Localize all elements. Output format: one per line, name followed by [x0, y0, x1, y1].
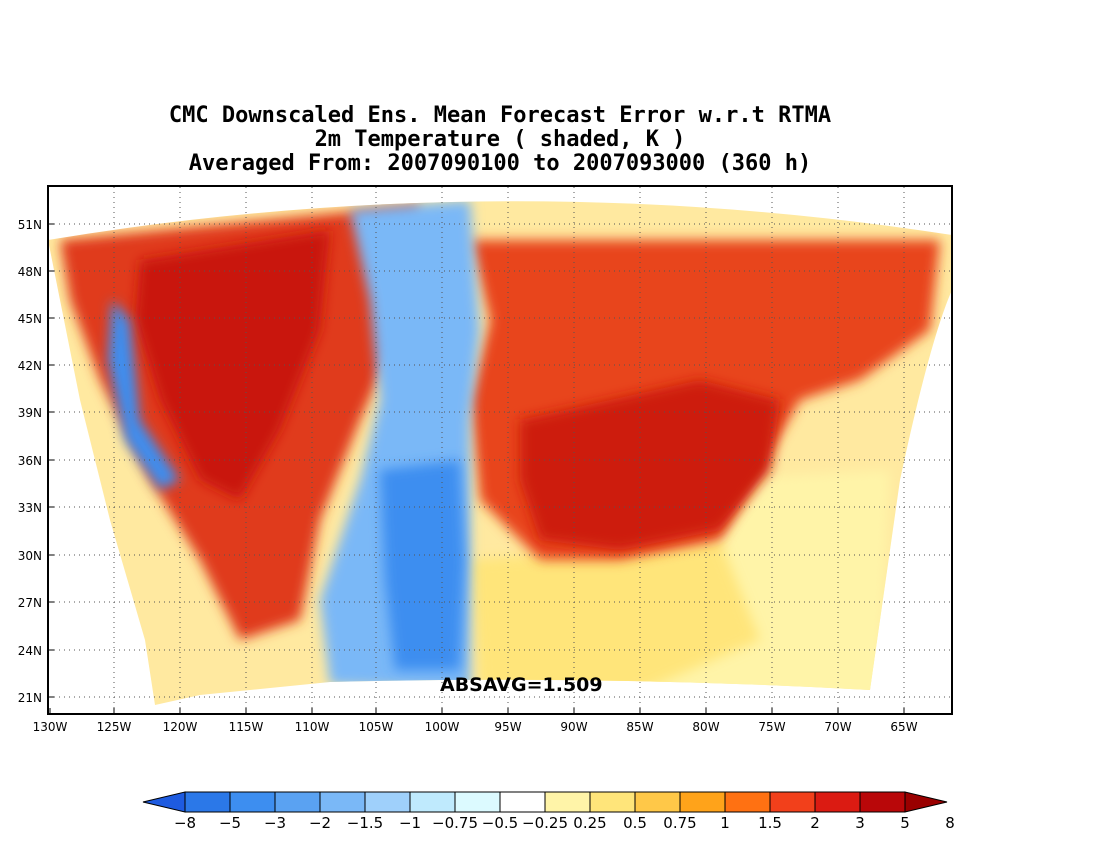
- colorbar-swatch: [544, 791, 591, 813]
- colorbar-label: −0.25: [522, 814, 568, 832]
- colorbar-swatch: [274, 791, 321, 813]
- colorbar-swatch: [454, 791, 501, 813]
- colorbar-swatch-min: [142, 791, 186, 813]
- lat-tick-label: 51N: [18, 218, 42, 232]
- lon-tick-label: 95W: [494, 720, 521, 734]
- colorbar-label: 0.75: [663, 814, 696, 832]
- lat-tick-label: 30N: [18, 549, 42, 563]
- lon-tick-label: 115W: [229, 720, 264, 734]
- colorbar-label: −2: [309, 814, 331, 832]
- colorbar-label: 0.25: [573, 814, 606, 832]
- west-warmest-core: [135, 230, 330, 500]
- lon-tick-label: 125W: [97, 720, 132, 734]
- lon-tick-label: 85W: [626, 720, 653, 734]
- colorbar-swatch: [814, 791, 861, 813]
- colorbar-label: −1.5: [347, 814, 383, 832]
- colorbar-swatch: [319, 791, 366, 813]
- pacific-coast-cold-strip: [108, 300, 180, 490]
- lat-tick-label: 27N: [18, 596, 42, 610]
- colorbar-label: 5: [900, 814, 910, 832]
- colorbar-swatch: [499, 791, 546, 813]
- colorbar-swatch: [859, 791, 906, 813]
- colorbar-swatch: [679, 791, 726, 813]
- lat-tick-label: 45N: [18, 312, 42, 326]
- lon-tick-label: 80W: [692, 720, 719, 734]
- colorbar-label: −0.75: [432, 814, 478, 832]
- map-frame: [47, 185, 953, 715]
- colorbar-swatch: [634, 791, 681, 813]
- colorbar-label: 8: [945, 814, 955, 832]
- lat-tick-label: 24N: [18, 644, 42, 658]
- absavg-statistic: ABSAVG=1.509: [440, 674, 603, 696]
- lat-tick-label: 21N: [18, 691, 42, 705]
- lat-tick-label: 33N: [18, 501, 42, 515]
- lon-tick-label: 90W: [560, 720, 587, 734]
- colorbar-label: 1: [720, 814, 730, 832]
- plains-coldest-core: [380, 460, 465, 670]
- southeast-mild-region: [470, 540, 760, 700]
- lat-tick-label: 48N: [18, 265, 42, 279]
- lon-tick-label: 70W: [824, 720, 851, 734]
- lon-tick-label: 110W: [295, 720, 330, 734]
- colorbar-label: 2: [810, 814, 820, 832]
- colorbar-label: 1.5: [758, 814, 782, 832]
- colorbar-label: −0.5: [482, 814, 518, 832]
- lon-tick-label: 100W: [425, 720, 460, 734]
- colorbar-label: −3: [264, 814, 286, 832]
- colorbar-label: −5: [219, 814, 241, 832]
- title-line-1: CMC Downscaled Ens. Mean Forecast Error …: [168, 103, 832, 128]
- lat-tick-label: 36N: [18, 454, 42, 468]
- colorbar-label: −1: [399, 814, 421, 832]
- lat-tick-label: 42N: [18, 359, 42, 373]
- colorbar-swatch: [229, 791, 276, 813]
- colorbar-swatch: [589, 791, 636, 813]
- title-line-3: Averaged From: 2007090100 to 2007093000 …: [188, 151, 812, 176]
- title-line-2: 2m Temperature ( shaded, K ): [314, 127, 686, 152]
- lon-tick-label: 105W: [359, 720, 394, 734]
- colorbar-swatch-max: [904, 791, 948, 813]
- colorbar-label: 3: [855, 814, 865, 832]
- colorbar-label: −8: [174, 814, 196, 832]
- colorbar-swatch: [364, 791, 411, 813]
- colorbar-swatch: [724, 791, 771, 813]
- colorbar-swatch: [769, 791, 816, 813]
- lon-tick-label: 65W: [890, 720, 917, 734]
- colorbar-label: 0.5: [623, 814, 647, 832]
- colorbar-swatch: [409, 791, 456, 813]
- lon-tick-label: 130W: [33, 720, 68, 734]
- lat-tick-label: 39N: [18, 406, 42, 420]
- colorbar-swatch: [184, 791, 231, 813]
- lon-tick-label: 120W: [163, 720, 198, 734]
- lon-tick-label: 75W: [758, 720, 785, 734]
